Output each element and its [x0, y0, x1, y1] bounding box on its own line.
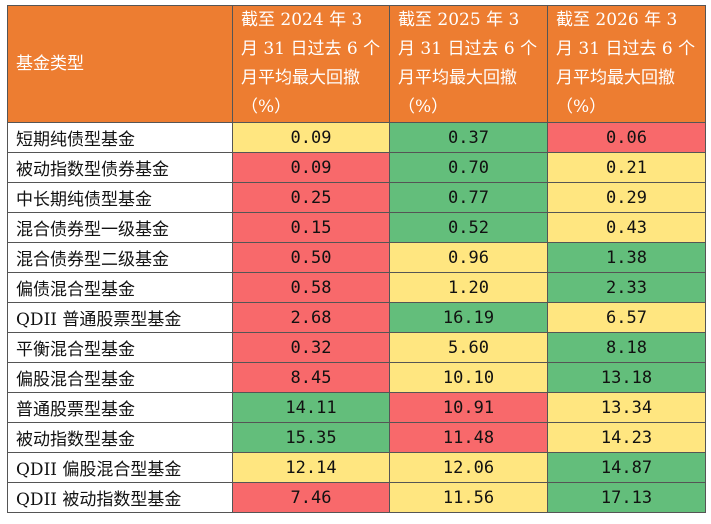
value-cell: 7.46 [232, 482, 390, 513]
value-cell: 6.57 [547, 302, 706, 333]
value-cell: 12.14 [232, 452, 390, 483]
value-cell: 17.13 [547, 482, 706, 513]
value-cell: 8.18 [547, 332, 706, 363]
value-cell: 13.18 [547, 362, 706, 393]
value-cell: 1.20 [389, 272, 548, 303]
table-row: 短期纯债型基金 0.09 0.37 0.06 [7, 122, 706, 153]
value-cell: 2.68 [232, 302, 390, 333]
table-row: 平衡混合型基金 0.32 5.60 8.18 [7, 332, 706, 363]
value-cell: 11.56 [389, 482, 548, 513]
header-cell: 截至 2026 年 3 月 31 日过去 6 个月平均最大回撤（%） [547, 5, 706, 123]
value-cell: 0.09 [232, 152, 390, 183]
value-cell: 0.77 [389, 182, 548, 213]
value-cell: 14.23 [547, 422, 706, 453]
value-cell: 0.37 [389, 122, 548, 153]
table-row: 被动指数型基金 15.35 11.48 14.23 [7, 422, 706, 453]
fund-type-cell: 中长期纯债型基金 [7, 182, 233, 213]
table-row: 普通股票型基金 14.11 10.91 13.34 [7, 392, 706, 423]
fund-type-cell: QDII 偏股混合型基金 [7, 452, 233, 483]
value-cell: 0.15 [232, 212, 390, 243]
table-row: 被动指数型债券基金 0.09 0.70 0.21 [7, 152, 706, 183]
fund-type-cell: 偏股混合型基金 [7, 362, 233, 393]
header-cell: 基金类型 [7, 5, 233, 123]
fund-type-cell: 短期纯债型基金 [7, 122, 233, 153]
table-row: 偏债混合型基金 0.58 1.20 2.33 [7, 272, 706, 303]
value-cell: 0.43 [547, 212, 706, 243]
fund-type-cell: QDII 普通股票型基金 [7, 302, 233, 333]
value-cell: 0.29 [547, 182, 706, 213]
fund-type-cell: 被动指数型债券基金 [7, 152, 233, 183]
table-row: QDII 被动指数型基金 7.46 11.56 17.13 [7, 482, 706, 513]
table-row: QDII 普通股票型基金 2.68 16.19 6.57 [7, 302, 706, 333]
value-cell: 5.60 [389, 332, 548, 363]
value-cell: 14.11 [232, 392, 390, 423]
value-cell: 12.06 [389, 452, 548, 483]
data-table: 基金类型 截至 2024 年 3 月 31 日过去 6 个月平均最大回撤（%） 截至… [7, 5, 706, 513]
value-cell: 14.87 [547, 452, 706, 483]
fund-type-cell: 偏债混合型基金 [7, 272, 233, 303]
fund-type-cell: 混合债券型二级基金 [7, 242, 233, 273]
value-cell: 0.21 [547, 152, 706, 183]
value-cell: 2.33 [547, 272, 706, 303]
table-row: 中长期纯债型基金 0.25 0.77 0.29 [7, 182, 706, 213]
value-cell: 11.48 [389, 422, 548, 453]
table-row: 混合债券型二级基金 0.50 0.96 1.38 [7, 242, 706, 273]
value-cell: 0.52 [389, 212, 548, 243]
table-row: 混合债券型一级基金 0.15 0.52 0.43 [7, 212, 706, 243]
value-cell: 15.35 [232, 422, 390, 453]
value-cell: 10.10 [389, 362, 548, 393]
value-cell: 0.09 [232, 122, 390, 153]
value-cell: 0.06 [547, 122, 706, 153]
value-cell: 0.96 [389, 242, 548, 273]
value-cell: 0.58 [232, 272, 390, 303]
fund-type-cell: 被动指数型基金 [7, 422, 233, 453]
header-row: 基金类型 截至 2024 年 3 月 31 日过去 6 个月平均最大回撤（%） 截至… [7, 5, 706, 123]
value-cell: 0.50 [232, 242, 390, 273]
table-row: 偏股混合型基金 8.45 10.10 13.18 [7, 362, 706, 393]
value-cell: 8.45 [232, 362, 390, 393]
value-cell: 0.32 [232, 332, 390, 363]
header-cell: 截至 2024 年 3 月 31 日过去 6 个月平均最大回撤（%） [232, 5, 390, 123]
value-cell: 10.91 [389, 392, 548, 423]
value-cell: 0.25 [232, 182, 390, 213]
fund-type-cell: QDII 被动指数型基金 [7, 482, 233, 513]
fund-type-cell: 平衡混合型基金 [7, 332, 233, 363]
header-cell: 截至 2025 年 3 月 31 日过去 6 个月平均最大回撤（%） [389, 5, 548, 123]
value-cell: 1.38 [547, 242, 706, 273]
value-cell: 0.70 [389, 152, 548, 183]
fund-type-cell: 普通股票型基金 [7, 392, 233, 423]
table-row: QDII 偏股混合型基金 12.14 12.06 14.87 [7, 452, 706, 483]
value-cell: 13.34 [547, 392, 706, 423]
value-cell: 16.19 [389, 302, 548, 333]
fund-type-cell: 混合债券型一级基金 [7, 212, 233, 243]
